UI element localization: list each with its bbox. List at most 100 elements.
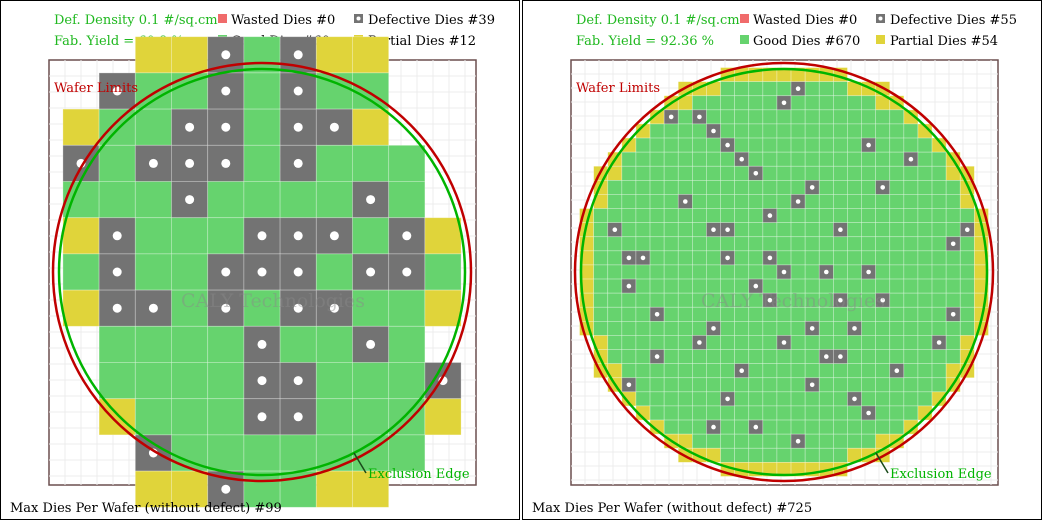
good-die — [931, 208, 947, 224]
good-die — [818, 222, 834, 238]
good-die — [734, 95, 750, 111]
defect-dot — [852, 396, 857, 402]
defect-dot — [148, 303, 158, 313]
good-die — [243, 289, 281, 327]
good-die — [706, 377, 721, 393]
good-die — [621, 292, 637, 308]
defect-dot — [767, 255, 773, 261]
defect-dot — [221, 50, 231, 60]
good-die — [833, 137, 848, 153]
good-die — [649, 363, 665, 379]
defect-dot — [894, 368, 900, 374]
good-die — [903, 335, 919, 350]
good-die — [315, 398, 353, 436]
good-die — [692, 208, 707, 224]
good-die — [663, 419, 679, 435]
good-die — [748, 377, 764, 393]
good-die — [833, 335, 848, 350]
good-die — [134, 217, 172, 255]
defect-dot — [293, 158, 303, 168]
good-die — [931, 236, 947, 252]
good-die — [621, 236, 637, 252]
good-die — [720, 349, 736, 364]
good-die — [945, 335, 961, 350]
good-die — [692, 151, 707, 167]
good-die — [677, 335, 693, 350]
good-die — [889, 349, 905, 364]
good-die — [762, 335, 778, 350]
good-die — [720, 335, 736, 350]
good-die — [804, 447, 820, 463]
good-die — [818, 433, 834, 449]
good-die — [861, 363, 876, 379]
good-die — [748, 151, 764, 167]
defect-dot — [809, 185, 815, 190]
good-die — [706, 95, 721, 111]
good-die — [931, 292, 947, 308]
good-die — [663, 321, 679, 336]
good-die — [748, 349, 764, 364]
good-die — [762, 109, 778, 125]
good-die — [959, 278, 975, 294]
good-die — [889, 264, 905, 280]
defect-dot — [697, 340, 702, 345]
defect-dot — [908, 156, 914, 162]
good-die — [833, 123, 848, 139]
defect-density-label: Def. Density 0.1 #/sq.cm — [576, 13, 740, 28]
good-die — [804, 264, 820, 280]
good-die — [663, 306, 679, 322]
good-die — [818, 377, 834, 393]
defective-legend-dot — [878, 16, 883, 21]
defect-dot — [640, 255, 646, 261]
good-die — [875, 377, 891, 393]
good-die — [790, 447, 806, 463]
defective-legend-dot — [356, 16, 361, 21]
good-die — [833, 194, 848, 209]
good-die — [903, 321, 919, 336]
good-die — [315, 325, 353, 363]
good-die — [875, 151, 891, 167]
good-die — [607, 321, 623, 336]
good-die — [917, 208, 933, 224]
good-die — [677, 405, 693, 421]
defect-dot — [809, 382, 815, 388]
good-die — [861, 419, 876, 435]
good-die — [945, 180, 961, 195]
good-die — [861, 180, 876, 195]
good-die — [635, 151, 651, 167]
good-die — [917, 222, 933, 238]
good-die — [861, 321, 876, 336]
good-die — [762, 433, 778, 449]
defect-dot — [366, 339, 376, 349]
good-die — [833, 151, 848, 167]
good-die — [762, 222, 778, 238]
good-die — [903, 405, 919, 421]
good-die — [649, 292, 665, 308]
good-die — [207, 362, 245, 400]
good-die — [804, 165, 820, 181]
good-die — [748, 405, 764, 421]
good-die — [861, 95, 876, 111]
good-die — [847, 165, 862, 181]
good-die — [833, 95, 848, 111]
exclusion-edge-label: Exclusion Edge — [890, 467, 992, 482]
good-die — [903, 208, 919, 224]
good-die — [903, 236, 919, 252]
good-die — [790, 236, 806, 252]
good-die — [889, 123, 905, 139]
good-die — [635, 165, 651, 181]
good-die — [875, 335, 891, 350]
good-die — [706, 208, 721, 224]
good-die — [621, 151, 637, 167]
defect-dot — [329, 231, 339, 241]
good-die — [917, 278, 933, 294]
good-die — [243, 72, 281, 110]
good-die — [790, 208, 806, 224]
good-die — [818, 363, 834, 379]
good-die — [931, 363, 947, 379]
good-die — [861, 377, 876, 393]
good-die — [818, 321, 834, 336]
good-die — [748, 95, 764, 111]
good-die — [790, 123, 806, 139]
good-die — [649, 250, 665, 266]
